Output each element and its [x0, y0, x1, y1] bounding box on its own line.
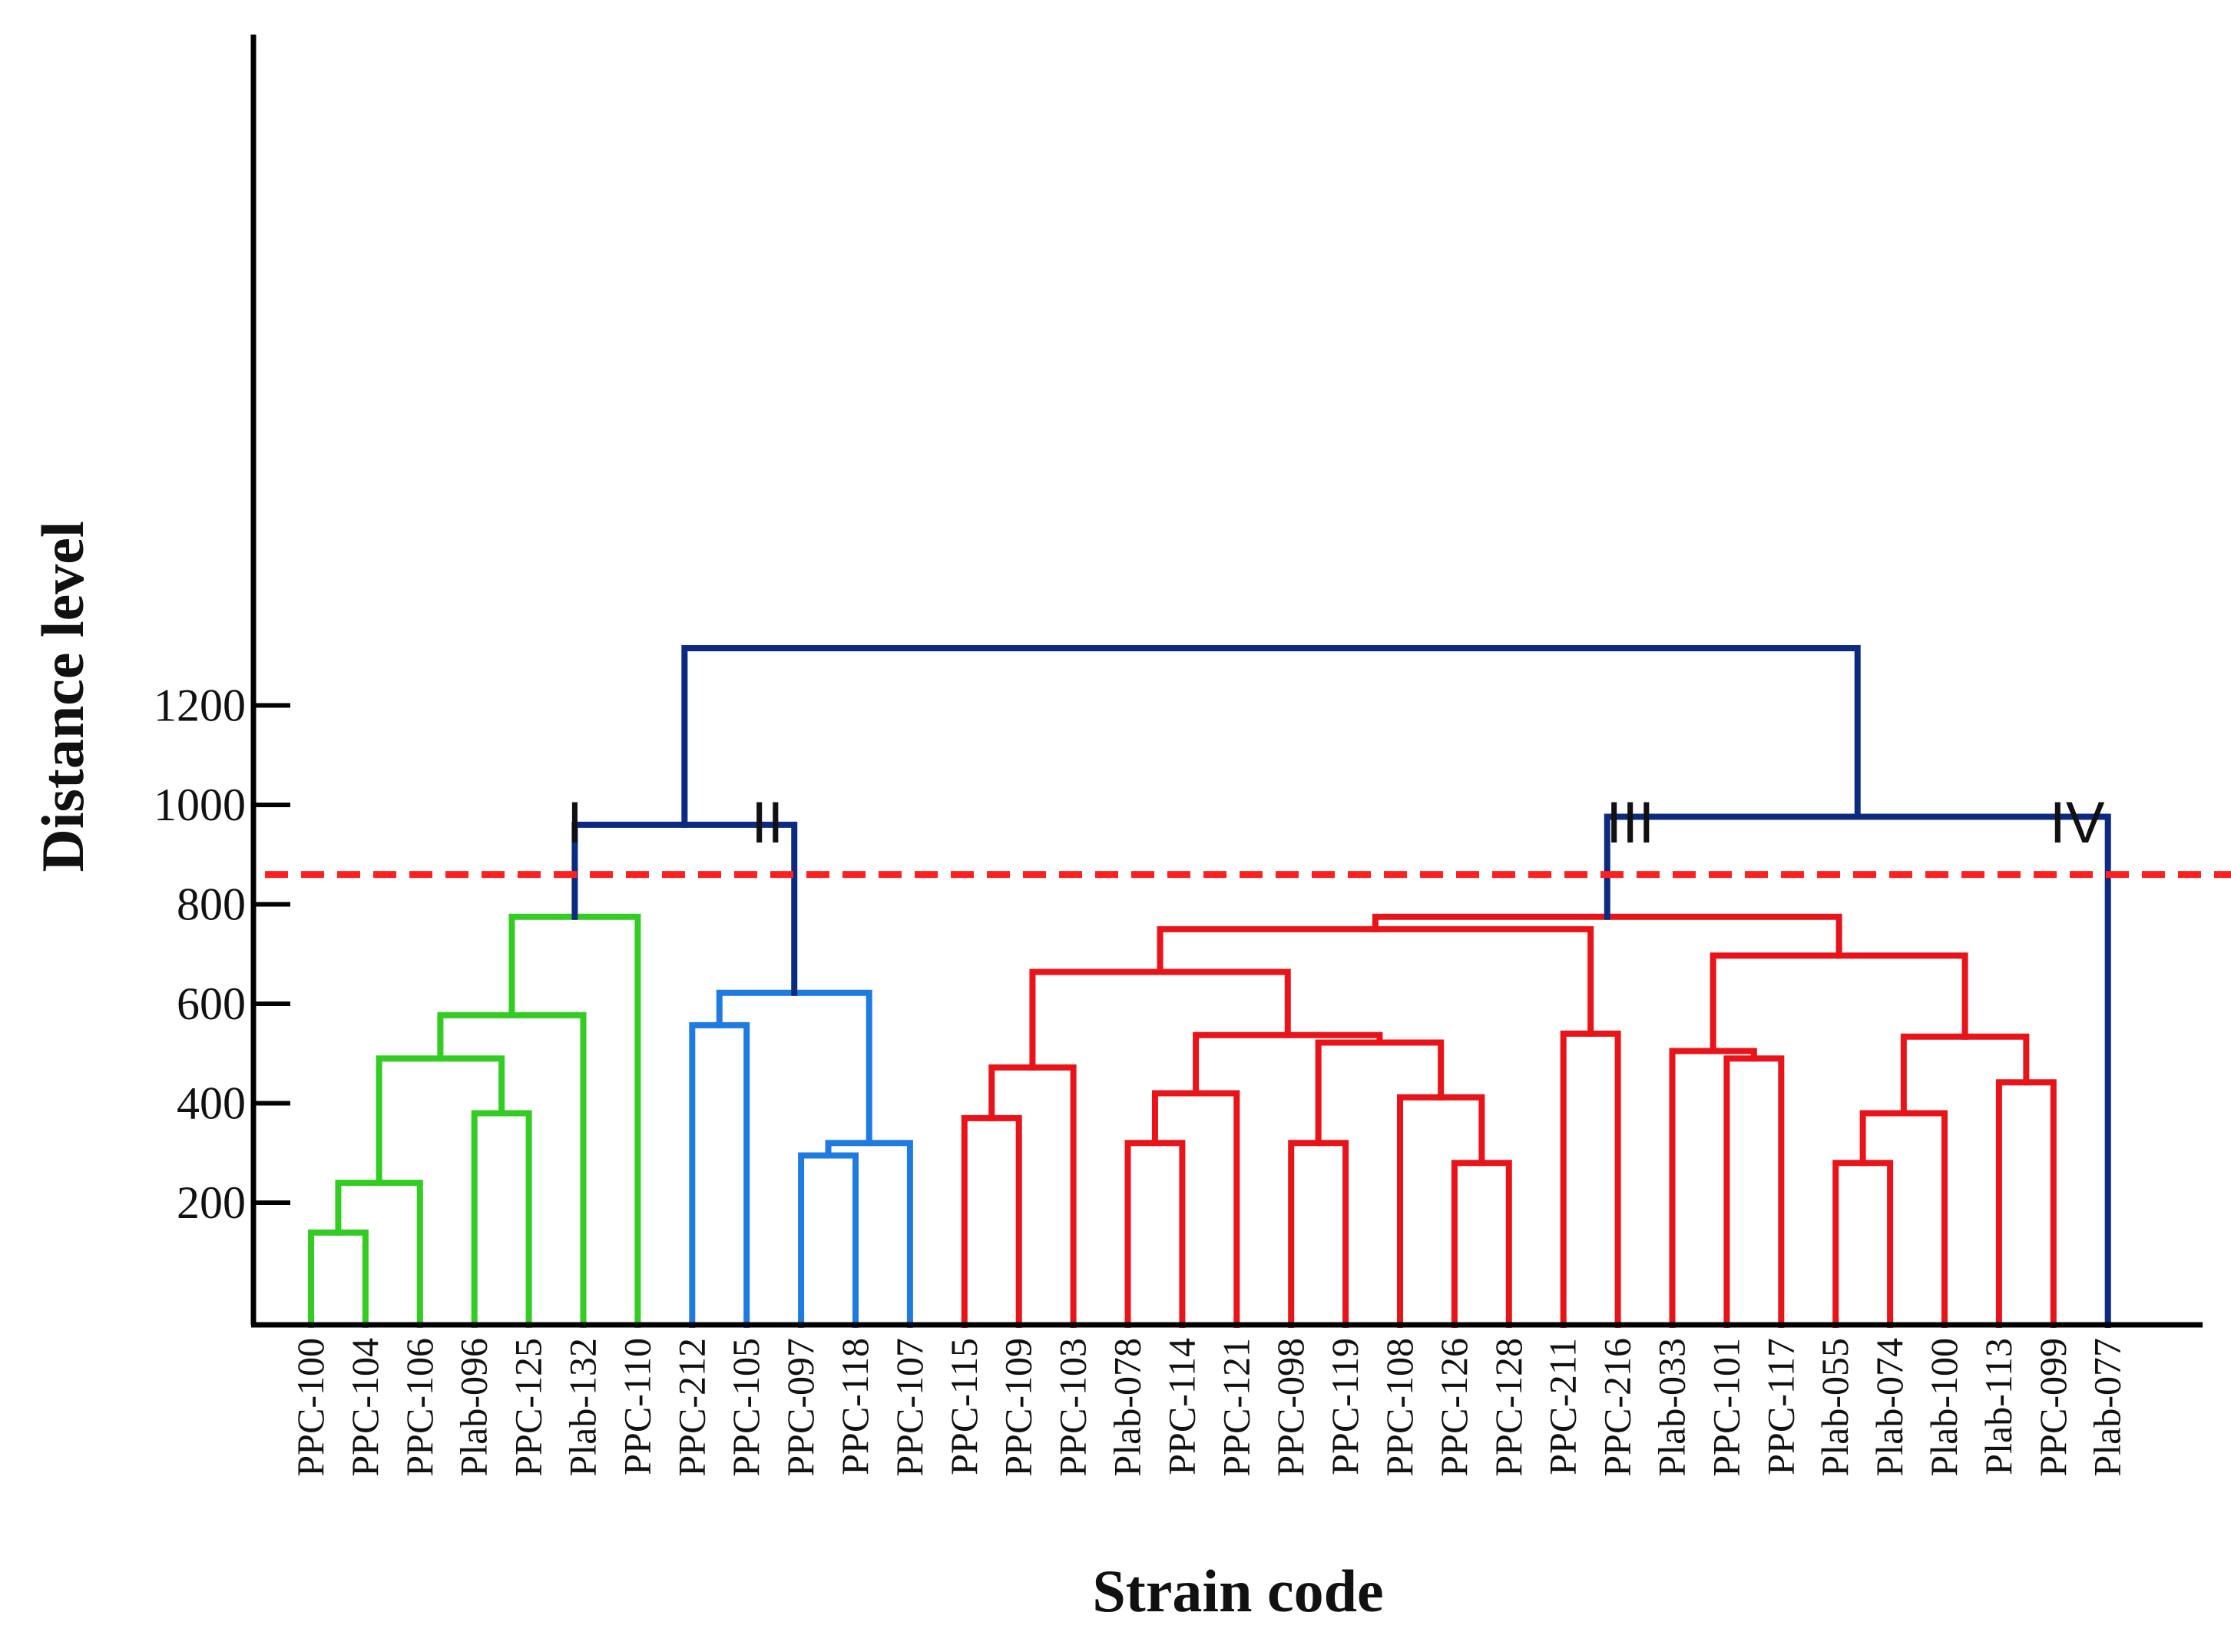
link-m17: [1451, 1160, 1512, 1328]
leaf-label-PPC-104: PPC-104: [343, 1338, 386, 1477]
link-m12: [961, 1114, 1022, 1328]
y-tick-label-400: 400: [177, 1078, 246, 1129]
leaf-label-PPC-212: PPC-212: [670, 1338, 713, 1477]
leaf-label-PPC-121: PPC-121: [1214, 1338, 1257, 1477]
leaf-label-PPC-119: PPC-119: [1323, 1338, 1366, 1475]
link-m32: [1604, 813, 2111, 1328]
link-m28: [1995, 1079, 2057, 1328]
leaf-label-PPC-114: PPC-114: [1160, 1338, 1203, 1475]
leaf-label-PPC-110: PPC-110: [615, 1338, 658, 1475]
link-m9: [825, 1140, 913, 1328]
link-m24: [1723, 1055, 1785, 1328]
link-m27: [1859, 1110, 1948, 1328]
link-m8: [798, 1152, 859, 1328]
cluster-label-I: I: [567, 790, 583, 856]
link-m4: [376, 1055, 505, 1187]
leaf-label-PPC-125: PPC-125: [507, 1338, 550, 1477]
link-m2: [335, 1180, 423, 1328]
link-m3: [471, 1110, 532, 1328]
y-tick-label-800: 800: [177, 879, 246, 930]
link-m1: [308, 1229, 369, 1328]
leaf-label-PPC-211: PPC-211: [1541, 1338, 1584, 1475]
leaf-labels: PPC-100 PPC-104 PPC-106 Plab-096 PPC-125 Plab…: [289, 1338, 2129, 1477]
link-m7: [689, 1021, 750, 1328]
leaf-label-Plab-078: Plab-078: [1106, 1338, 1149, 1477]
y-axis-ticks: 200 400 600 800 1000 1200: [154, 680, 290, 1228]
link-m10: [716, 989, 872, 1147]
link-m18: [1397, 1094, 1485, 1328]
axes: [250, 35, 2203, 1328]
leaf-label-PPC-117: PPC-117: [1759, 1338, 1802, 1475]
y-tick-label-1200: 1200: [154, 680, 246, 731]
leaf-label-PPC-105: PPC-105: [724, 1338, 767, 1477]
leaf-label-Plab-100: Plab-100: [1922, 1338, 1965, 1477]
y-tick-label-200: 200: [177, 1177, 246, 1228]
leaf-label-Plab-132: Plab-132: [561, 1338, 604, 1477]
cluster-labels: I II III IV: [567, 790, 2105, 856]
leaf-label-PPC-128: PPC-128: [1487, 1338, 1530, 1477]
link-m25: [1669, 1048, 1757, 1328]
leaf-label-Plab-033: Plab-033: [1650, 1338, 1693, 1477]
leaf-label-PPC-097: PPC-097: [779, 1338, 822, 1477]
y-tick-label-600: 600: [177, 978, 246, 1029]
leaf-label-PPC-101: PPC-101: [1704, 1338, 1747, 1477]
link-m29: [1900, 1033, 2030, 1117]
leaf-label-Plab-077: Plab-077: [2086, 1338, 2129, 1477]
link-m16: [1288, 1140, 1349, 1328]
dendrogram-links: [308, 645, 2111, 1328]
link-m19: [1315, 1039, 1445, 1147]
y-tick-label-1000: 1000: [154, 780, 246, 830]
leaf-label-PPC-115: PPC-115: [942, 1338, 985, 1475]
cluster-label-II: II: [751, 790, 783, 856]
leaf-label-Plab-096: Plab-096: [452, 1338, 495, 1477]
link-m14: [1124, 1140, 1186, 1328]
leaf-label-PPC-098: PPC-098: [1269, 1338, 1312, 1477]
link-m21: [1029, 968, 1291, 1071]
link-m26: [1832, 1160, 1894, 1328]
leaf-label-PPC-118: PPC-118: [833, 1338, 876, 1475]
leaf-label-PPC-103: PPC-103: [1051, 1338, 1094, 1477]
leaf-label-Plab-055: Plab-055: [1813, 1338, 1856, 1477]
link-m31: [1372, 913, 1842, 959]
link-m22: [1560, 1030, 1621, 1328]
x-axis-title: Strain code: [1092, 1558, 1383, 1624]
y-axis-title: Distance level: [29, 521, 96, 872]
cluster-label-IV: IV: [2050, 790, 2105, 856]
leaf-label-PPC-099: PPC-099: [2031, 1338, 2074, 1477]
link-m23: [1157, 925, 1594, 1037]
leaf-label-PPC-126: PPC-126: [1432, 1338, 1475, 1477]
cluster-label-III: III: [1606, 790, 1654, 856]
leaf-label-PPC-100: PPC-100: [289, 1338, 332, 1477]
leaf-label-PPC-106: PPC-106: [398, 1338, 441, 1477]
link-m33: [681, 645, 1861, 828]
leaf-label-PPC-216: PPC-216: [1596, 1338, 1639, 1477]
link-m15: [1151, 1090, 1240, 1328]
leaf-label-Plab-074: Plab-074: [1868, 1338, 1911, 1477]
link-m13: [988, 1064, 1077, 1328]
leaf-label-PPC-109: PPC-109: [997, 1338, 1040, 1477]
link-m5: [437, 1011, 587, 1328]
leaf-label-PPC-108: PPC-108: [1378, 1338, 1421, 1477]
leaf-label-PPC-107: PPC-107: [888, 1338, 931, 1477]
leaf-label-Plab-113: Plab-113: [1977, 1338, 2020, 1475]
